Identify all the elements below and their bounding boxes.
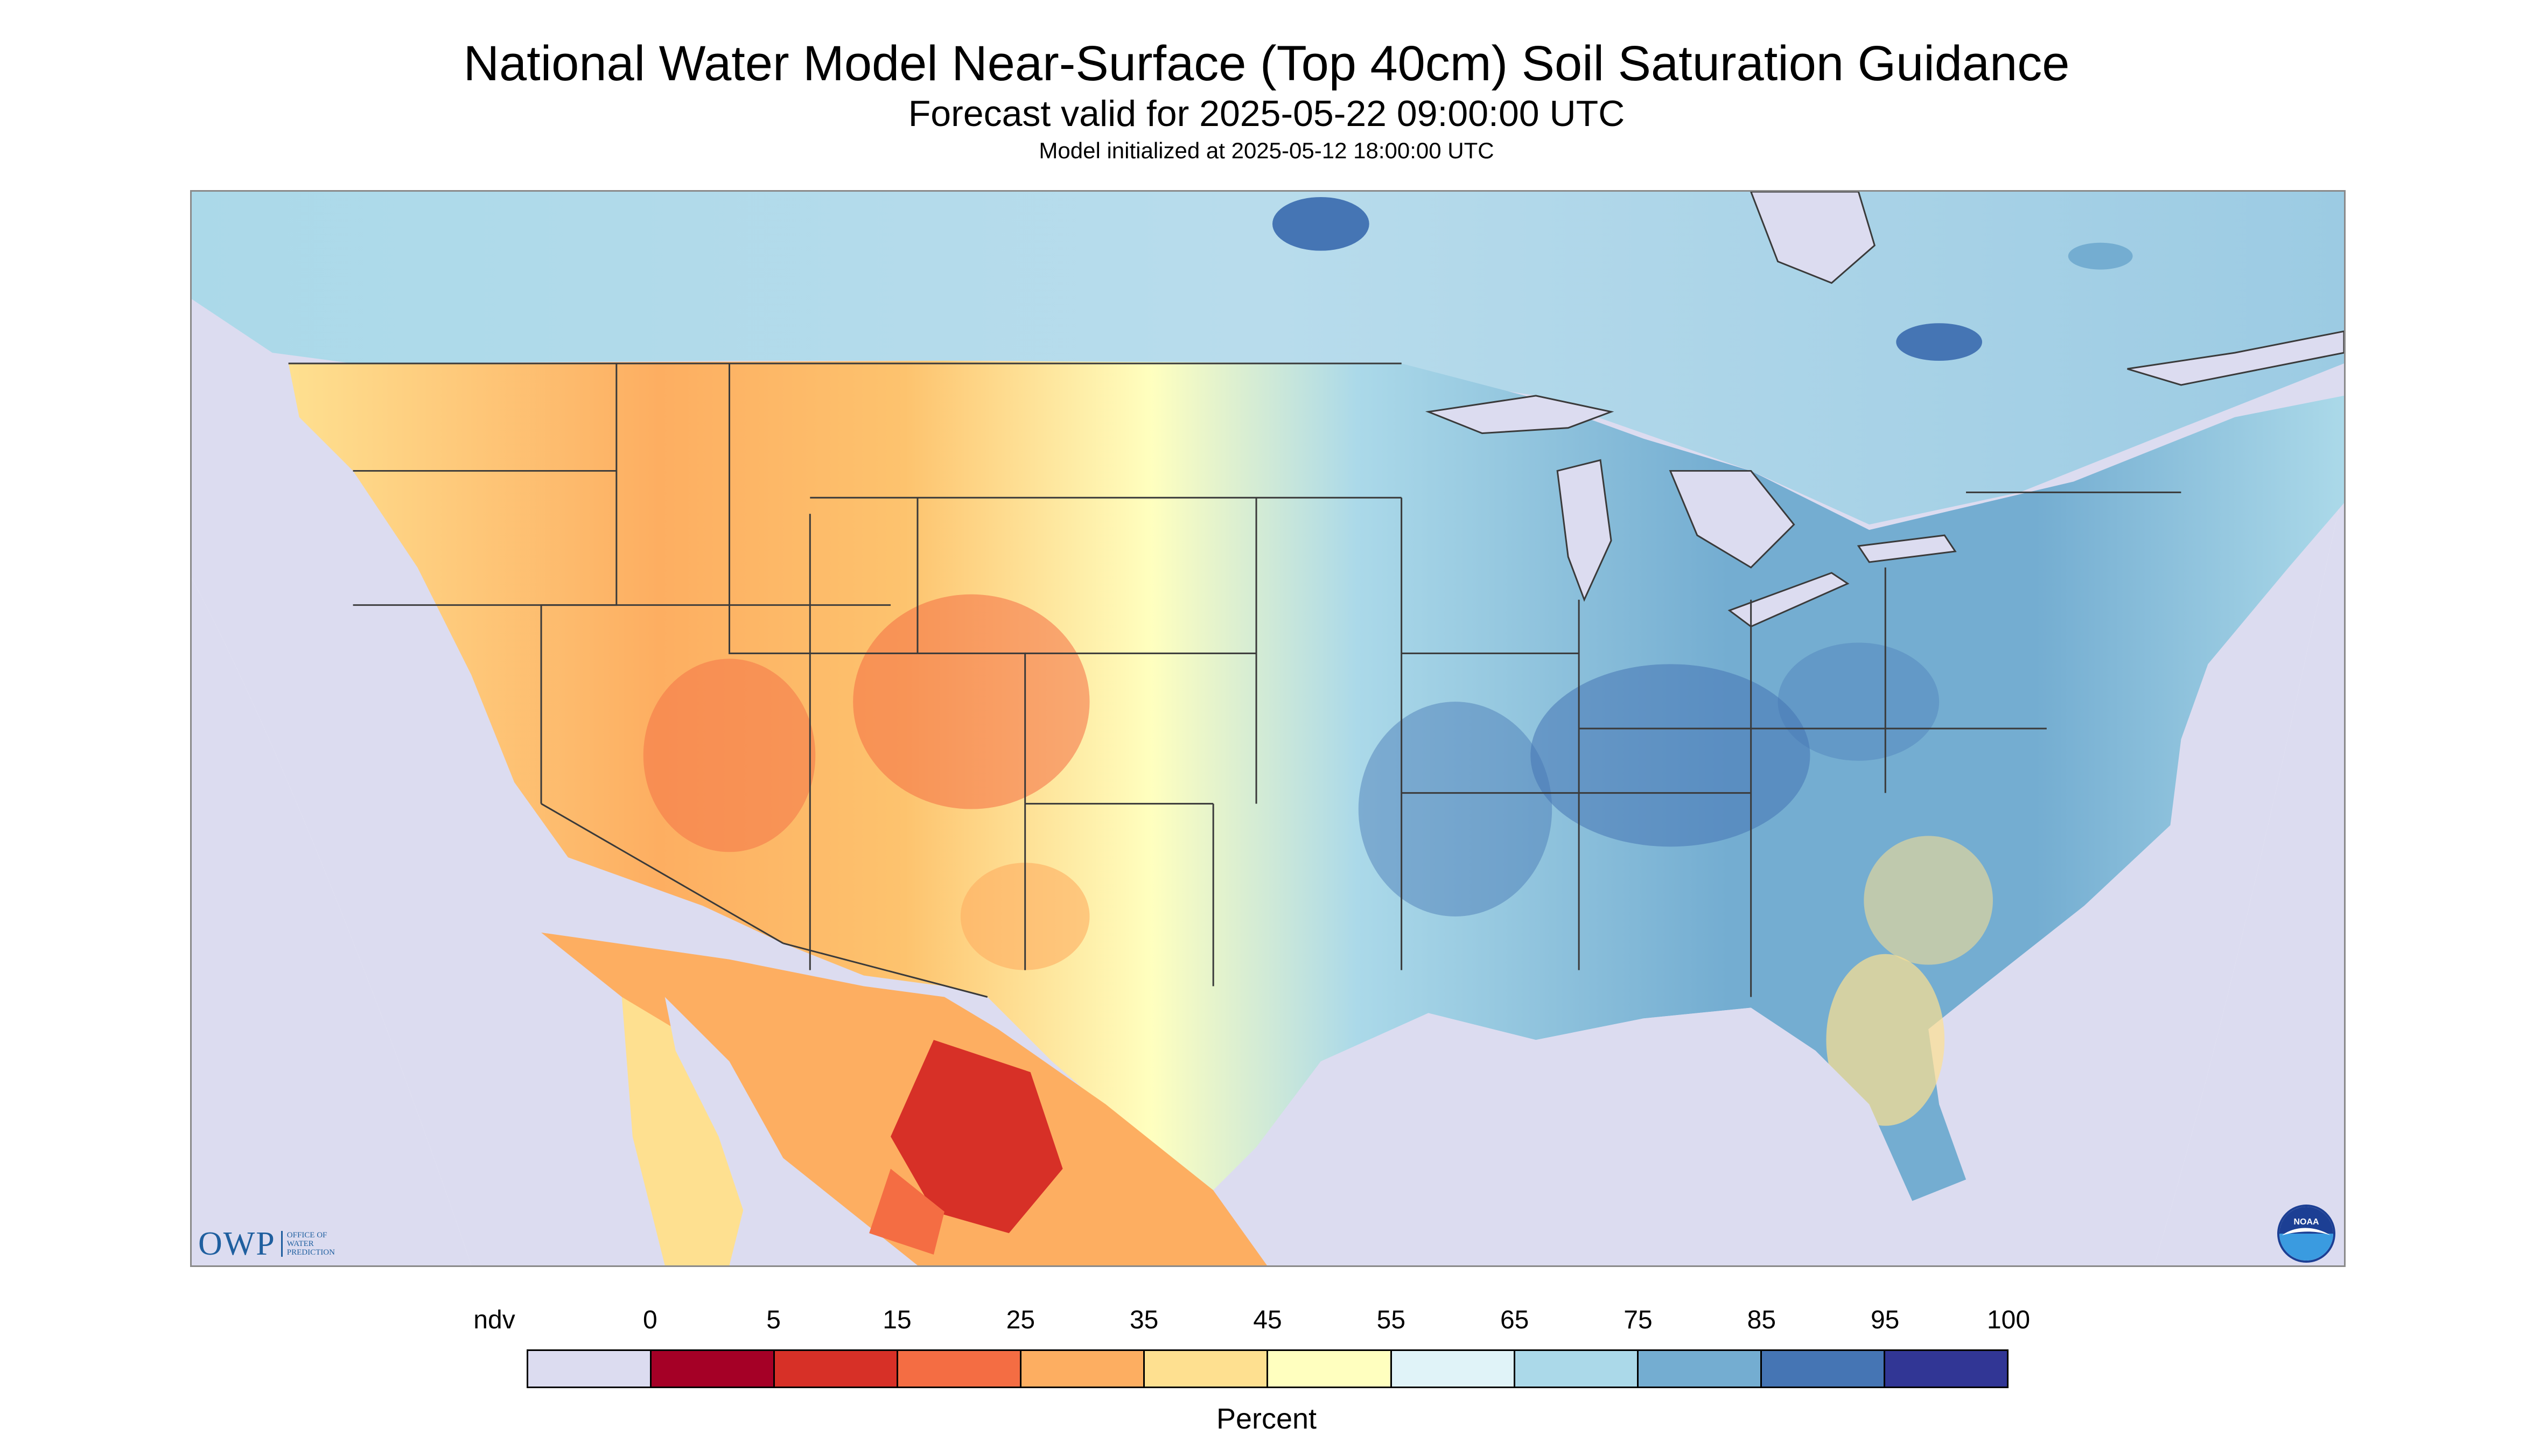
owp-sub-line: WATER xyxy=(286,1240,314,1248)
wet-patch xyxy=(1896,323,1983,361)
colorbar-swatch xyxy=(1761,1351,1885,1387)
noaa-logo-text: NOAA xyxy=(2293,1217,2319,1227)
colorbar-tick-label: 95 xyxy=(1870,1306,1900,1334)
owp-sub-line: OFFICE OF xyxy=(286,1231,327,1240)
map-title: National Water Model Near-Surface (Top 4… xyxy=(463,36,2070,91)
colorbar-tick-label: 25 xyxy=(1006,1306,1035,1334)
colorbar-swatch xyxy=(1515,1351,1639,1387)
colorbar-swatch xyxy=(1145,1351,1269,1387)
mexico-region xyxy=(541,932,1268,1265)
forecast-valid-subtitle: Forecast valid for 2025-05-22 09:00:00 U… xyxy=(908,93,1625,134)
colorbar-swatch xyxy=(775,1351,899,1387)
colorbar-swatch xyxy=(1391,1351,1515,1387)
colorbar-swatch xyxy=(898,1351,1022,1387)
wet-patch xyxy=(1530,664,1810,847)
wet-patch xyxy=(2068,242,2133,270)
noaa-logo: NOAA xyxy=(2277,1205,2335,1263)
colorbar-tick-label: 85 xyxy=(1747,1306,1776,1334)
owp-sub-line: PREDICTION xyxy=(286,1248,335,1257)
lake-erie xyxy=(1727,572,1850,628)
colorbar-tick-label: 15 xyxy=(883,1306,912,1334)
colorbar-tick-label: 100 xyxy=(1986,1306,2031,1334)
colorbar-tick-label: 35 xyxy=(1129,1306,1159,1334)
colorbar-tick-label: 55 xyxy=(1376,1306,1406,1334)
colorbar-tick-label: 65 xyxy=(1500,1306,1529,1334)
dry-patch xyxy=(643,659,816,852)
owp-logo-subtext: OFFICE OF WATER PREDICTION xyxy=(281,1231,335,1257)
map-canvas xyxy=(192,192,2344,1265)
political-borders xyxy=(288,362,2181,998)
conus-land xyxy=(288,361,2344,1201)
gulf-of-california xyxy=(664,997,827,1265)
model-init-line: Model initialized at 2025-05-12 18:00:00… xyxy=(1039,138,1494,163)
wet-patch xyxy=(1778,642,1940,761)
wet-patch xyxy=(1358,702,1552,916)
dry-patch xyxy=(891,1040,1063,1234)
colorbar-swatch xyxy=(1638,1351,1762,1387)
dry-patch xyxy=(853,594,1090,809)
canada-region xyxy=(192,192,2344,525)
baja-region xyxy=(621,997,757,1265)
colorbar-swatch xyxy=(1268,1351,1392,1387)
lake-michigan xyxy=(1556,459,1612,602)
colorbar-legend: ndv 0 5 15 25 35 45 55 65 75 85 95 100 Percent xyxy=(0,1292,2533,1454)
hudson-bay xyxy=(1750,192,1876,284)
soil-saturation-map xyxy=(190,190,2346,1267)
owp-logo: OWP OFFICE OF WATER PREDICTION xyxy=(198,1222,335,1265)
florida-dry xyxy=(1826,954,1945,1126)
colorbar-tick-label: 5 xyxy=(766,1306,781,1334)
colorbar-tick-label: 75 xyxy=(1624,1306,1653,1334)
colorbar-swatch xyxy=(1885,1351,2007,1387)
colorbar-swatch xyxy=(1021,1351,1145,1387)
colorbar-swatch xyxy=(528,1351,652,1387)
colorbar-units-label: Percent xyxy=(1216,1403,1317,1435)
owp-logo-text: OWP xyxy=(198,1225,276,1262)
colorbar-tick-label: ndv xyxy=(473,1306,515,1334)
colorbar-tick-label: 45 xyxy=(1253,1306,1282,1334)
colorbar-swatch xyxy=(652,1351,775,1387)
lake-superior xyxy=(1425,395,1614,435)
lake-huron xyxy=(1669,470,1795,569)
colorbar-tick-label: 0 xyxy=(642,1306,657,1334)
gulf-of-mexico xyxy=(1213,1007,1913,1265)
colorbar xyxy=(527,1349,2009,1388)
lake-ontario xyxy=(1857,534,1957,563)
wet-patch xyxy=(1272,197,1369,251)
st-lawrence xyxy=(2127,330,2344,386)
carolinas-dry xyxy=(1864,836,1993,965)
dry-patch xyxy=(869,1168,944,1255)
